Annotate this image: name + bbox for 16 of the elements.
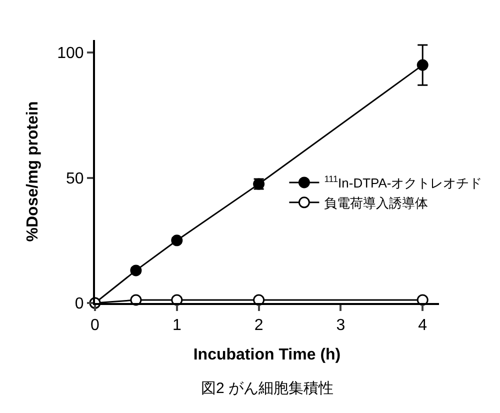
y-tick-label: 50 [66,170,84,188]
point [171,234,183,246]
caption: 図2 がん細胞集積性 [201,380,334,397]
y-axis-title: %Dose/mg protein [24,101,42,242]
y-tick-label: 0 [74,296,84,313]
x-tick-label: 0 [90,317,100,334]
legend-label: $^{111}$In-DTPA-オクトレオチド [324,174,482,191]
x-tick-label: 3 [336,317,346,334]
point [416,59,428,71]
point [130,264,142,276]
x-tick-label: 4 [418,317,428,334]
x-tick-label: 1 [172,317,182,334]
x-axis-title: Incubation Time (h) [193,346,341,364]
y-tick-label: 100 [57,45,84,62]
x-tick-label: 2 [254,317,264,334]
legend-label: 負電荷導入誘導体 [324,195,428,210]
